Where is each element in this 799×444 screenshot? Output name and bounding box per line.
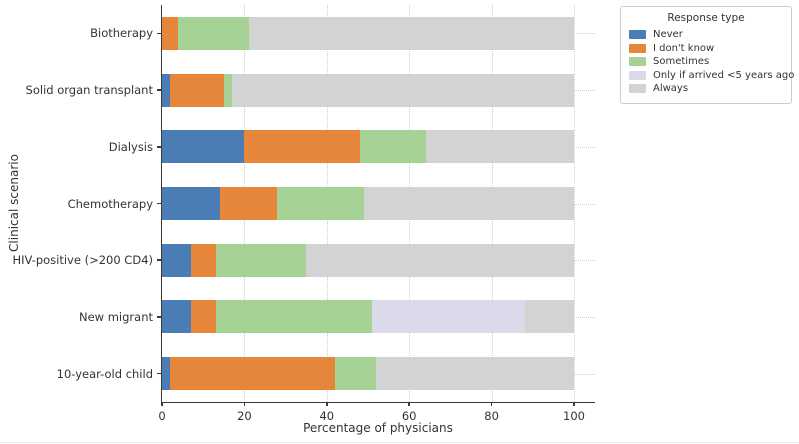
bar-segment: [363, 187, 574, 220]
x-tick-mark: [161, 402, 163, 406]
x-tick-mark: [490, 402, 493, 406]
bar-segment: [376, 357, 574, 391]
bar-segment: [359, 130, 426, 164]
x-tick-mark: [573, 402, 575, 406]
y-tick-mark: [157, 202, 162, 205]
bar-solid-organ-transplant: [162, 73, 574, 107]
bar-segment: [178, 16, 249, 50]
legend-item-label: Never: [653, 29, 683, 41]
bar-segment: [162, 243, 191, 277]
y-tick-mark: [157, 89, 162, 91]
x-tick-label: 0: [158, 409, 166, 423]
bar-segment: [215, 243, 307, 277]
bar-segment: [162, 357, 171, 391]
bar-segment: [162, 73, 171, 107]
x-tick-mark: [408, 402, 410, 406]
bar-segment: [170, 73, 224, 107]
bar-segment: [277, 187, 364, 220]
bar-segment: [162, 300, 191, 334]
bar-dialysis: [162, 130, 574, 164]
bar-segment: [232, 73, 574, 107]
bar-segment: [215, 300, 373, 334]
bar-segment: [335, 357, 377, 391]
bar-chemotherapy: [162, 187, 574, 220]
y-tick-label: 10-year-old child: [56, 366, 153, 381]
y-tick-mark: [157, 146, 162, 148]
bar-segment: [162, 16, 179, 50]
bar-segment: [223, 73, 233, 107]
bar-hiv-positive-200-cd4-: [162, 243, 574, 277]
bar-segment: [162, 130, 245, 164]
legend-item: Never: [629, 28, 783, 42]
x-tick-label: 100: [563, 409, 585, 423]
bar-10-year-old-child: [162, 357, 574, 391]
bar-segment: [190, 243, 216, 277]
legend-item-label: Sometimes: [653, 56, 710, 68]
bar-segment: [425, 130, 574, 164]
y-tick-label: Solid organ transplant: [25, 83, 153, 98]
y-tick-mark: [157, 259, 162, 261]
window-bottom-edge: [0, 442, 799, 443]
y-tick-label: Biotherapy: [90, 26, 153, 41]
y-axis-title: Clinical scenario: [7, 154, 21, 252]
x-tick-mark: [243, 402, 246, 406]
legend-item: Sometimes: [629, 55, 783, 69]
x-tick-label: 60: [401, 409, 417, 423]
legend-item: I don't know: [629, 42, 783, 56]
legend-item: Always: [629, 82, 783, 96]
x-tick-label: 20: [237, 409, 252, 423]
legend-swatch: [629, 43, 646, 53]
legend-swatch: [629, 30, 646, 40]
bar-segment: [306, 243, 574, 277]
y-tick-label: HIV-positive (>200 CD4): [12, 253, 153, 268]
plot-area: 0 20 40 60 80 100 Biotherapy Solid organ transp…: [12, 5, 595, 423]
bar-segment: [190, 300, 216, 334]
bar-segment: [244, 130, 360, 164]
y-tick-mark: [157, 316, 162, 318]
legend-item-label: Only if arrived <5 years ago: [653, 69, 795, 81]
legend-swatch: [629, 84, 646, 94]
bar-new-migrant: [162, 300, 574, 334]
x-tick-label: 80: [484, 409, 499, 423]
legend-swatch: [629, 57, 646, 67]
bar-segment: [372, 300, 525, 334]
bar-segment: [524, 300, 574, 334]
legend-item-label: I don't know: [653, 42, 715, 54]
x-tick-mark: [326, 402, 328, 406]
y-tick-label: Chemotherapy: [67, 196, 153, 211]
legend-items: Never I don't know Sometimes Only if arrive…: [629, 28, 794, 96]
bar-biotherapy: [162, 16, 574, 50]
legend: Response type Never I don't know Sometimes…: [620, 6, 794, 104]
y-tick-mark: [157, 32, 162, 35]
y-tick-mark: [157, 372, 162, 375]
y-tick-label: New migrant: [78, 309, 153, 324]
x-axis-title: Percentage of physicians: [303, 421, 453, 435]
y-tick-label: Dialysis: [108, 139, 153, 154]
legend-item-label: Always: [653, 83, 689, 95]
bar-segment: [248, 16, 574, 50]
bar-segment: [170, 357, 336, 391]
bar-segment: [219, 187, 278, 220]
legend-title: Response type: [667, 12, 745, 24]
x-tick-label: 40: [319, 409, 335, 423]
legend-item: Only if arrived <5 years ago: [629, 69, 794, 83]
bar-segment: [162, 187, 220, 220]
legend-swatch: [629, 70, 646, 80]
